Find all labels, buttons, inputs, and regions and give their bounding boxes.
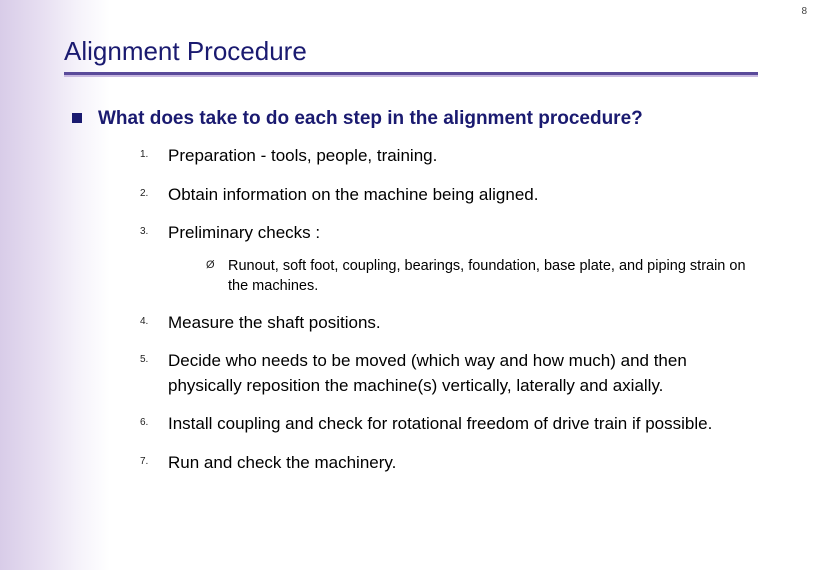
list-text: Preparation - tools, people, training. xyxy=(168,144,437,169)
list-text: Decide who needs to be moved (which way … xyxy=(168,349,760,398)
list-number: 2. xyxy=(140,183,168,199)
list-text: Measure the shaft positions. xyxy=(168,311,381,336)
list-number: 3. xyxy=(140,221,168,237)
list-item: 2. Obtain information on the machine bei… xyxy=(140,183,760,208)
list-item: 7. Run and check the machinery. xyxy=(140,451,760,476)
main-heading: What does take to do each step in the al… xyxy=(98,108,643,130)
title-accent-line xyxy=(64,75,758,77)
list-number: 6. xyxy=(140,412,168,428)
sub-list-item: Ø Runout, soft foot, coupling, bearings,… xyxy=(206,256,760,297)
slide-gradient-background xyxy=(0,0,110,570)
arrow-bullet-icon: Ø xyxy=(206,256,228,271)
list-text: Preliminary checks : xyxy=(168,221,320,246)
page-number: 8 xyxy=(801,6,807,17)
list-number: 7. xyxy=(140,451,168,467)
list-number: 1. xyxy=(140,144,168,160)
sub-list-text: Runout, soft foot, coupling, bearings, f… xyxy=(228,256,760,297)
list-number: 5. xyxy=(140,349,168,365)
list-item: 4. Measure the shaft positions. xyxy=(140,311,760,336)
list-number: 4. xyxy=(140,311,168,327)
list-item: 5. Decide who needs to be moved (which w… xyxy=(140,349,760,398)
square-bullet-icon xyxy=(72,113,82,123)
list-text: Install coupling and check for rotationa… xyxy=(168,412,712,437)
list-item: 6. Install coupling and check for rotati… xyxy=(140,412,760,437)
list-item: 1. Preparation - tools, people, training… xyxy=(140,144,760,169)
slide-title: Alignment Procedure xyxy=(64,36,307,67)
list-text: Run and check the machinery. xyxy=(168,451,396,476)
list-item: 3. Preliminary checks : xyxy=(140,221,760,246)
list-text: Obtain information on the machine being … xyxy=(168,183,538,208)
numbered-list: 1. Preparation - tools, people, training… xyxy=(140,144,760,490)
